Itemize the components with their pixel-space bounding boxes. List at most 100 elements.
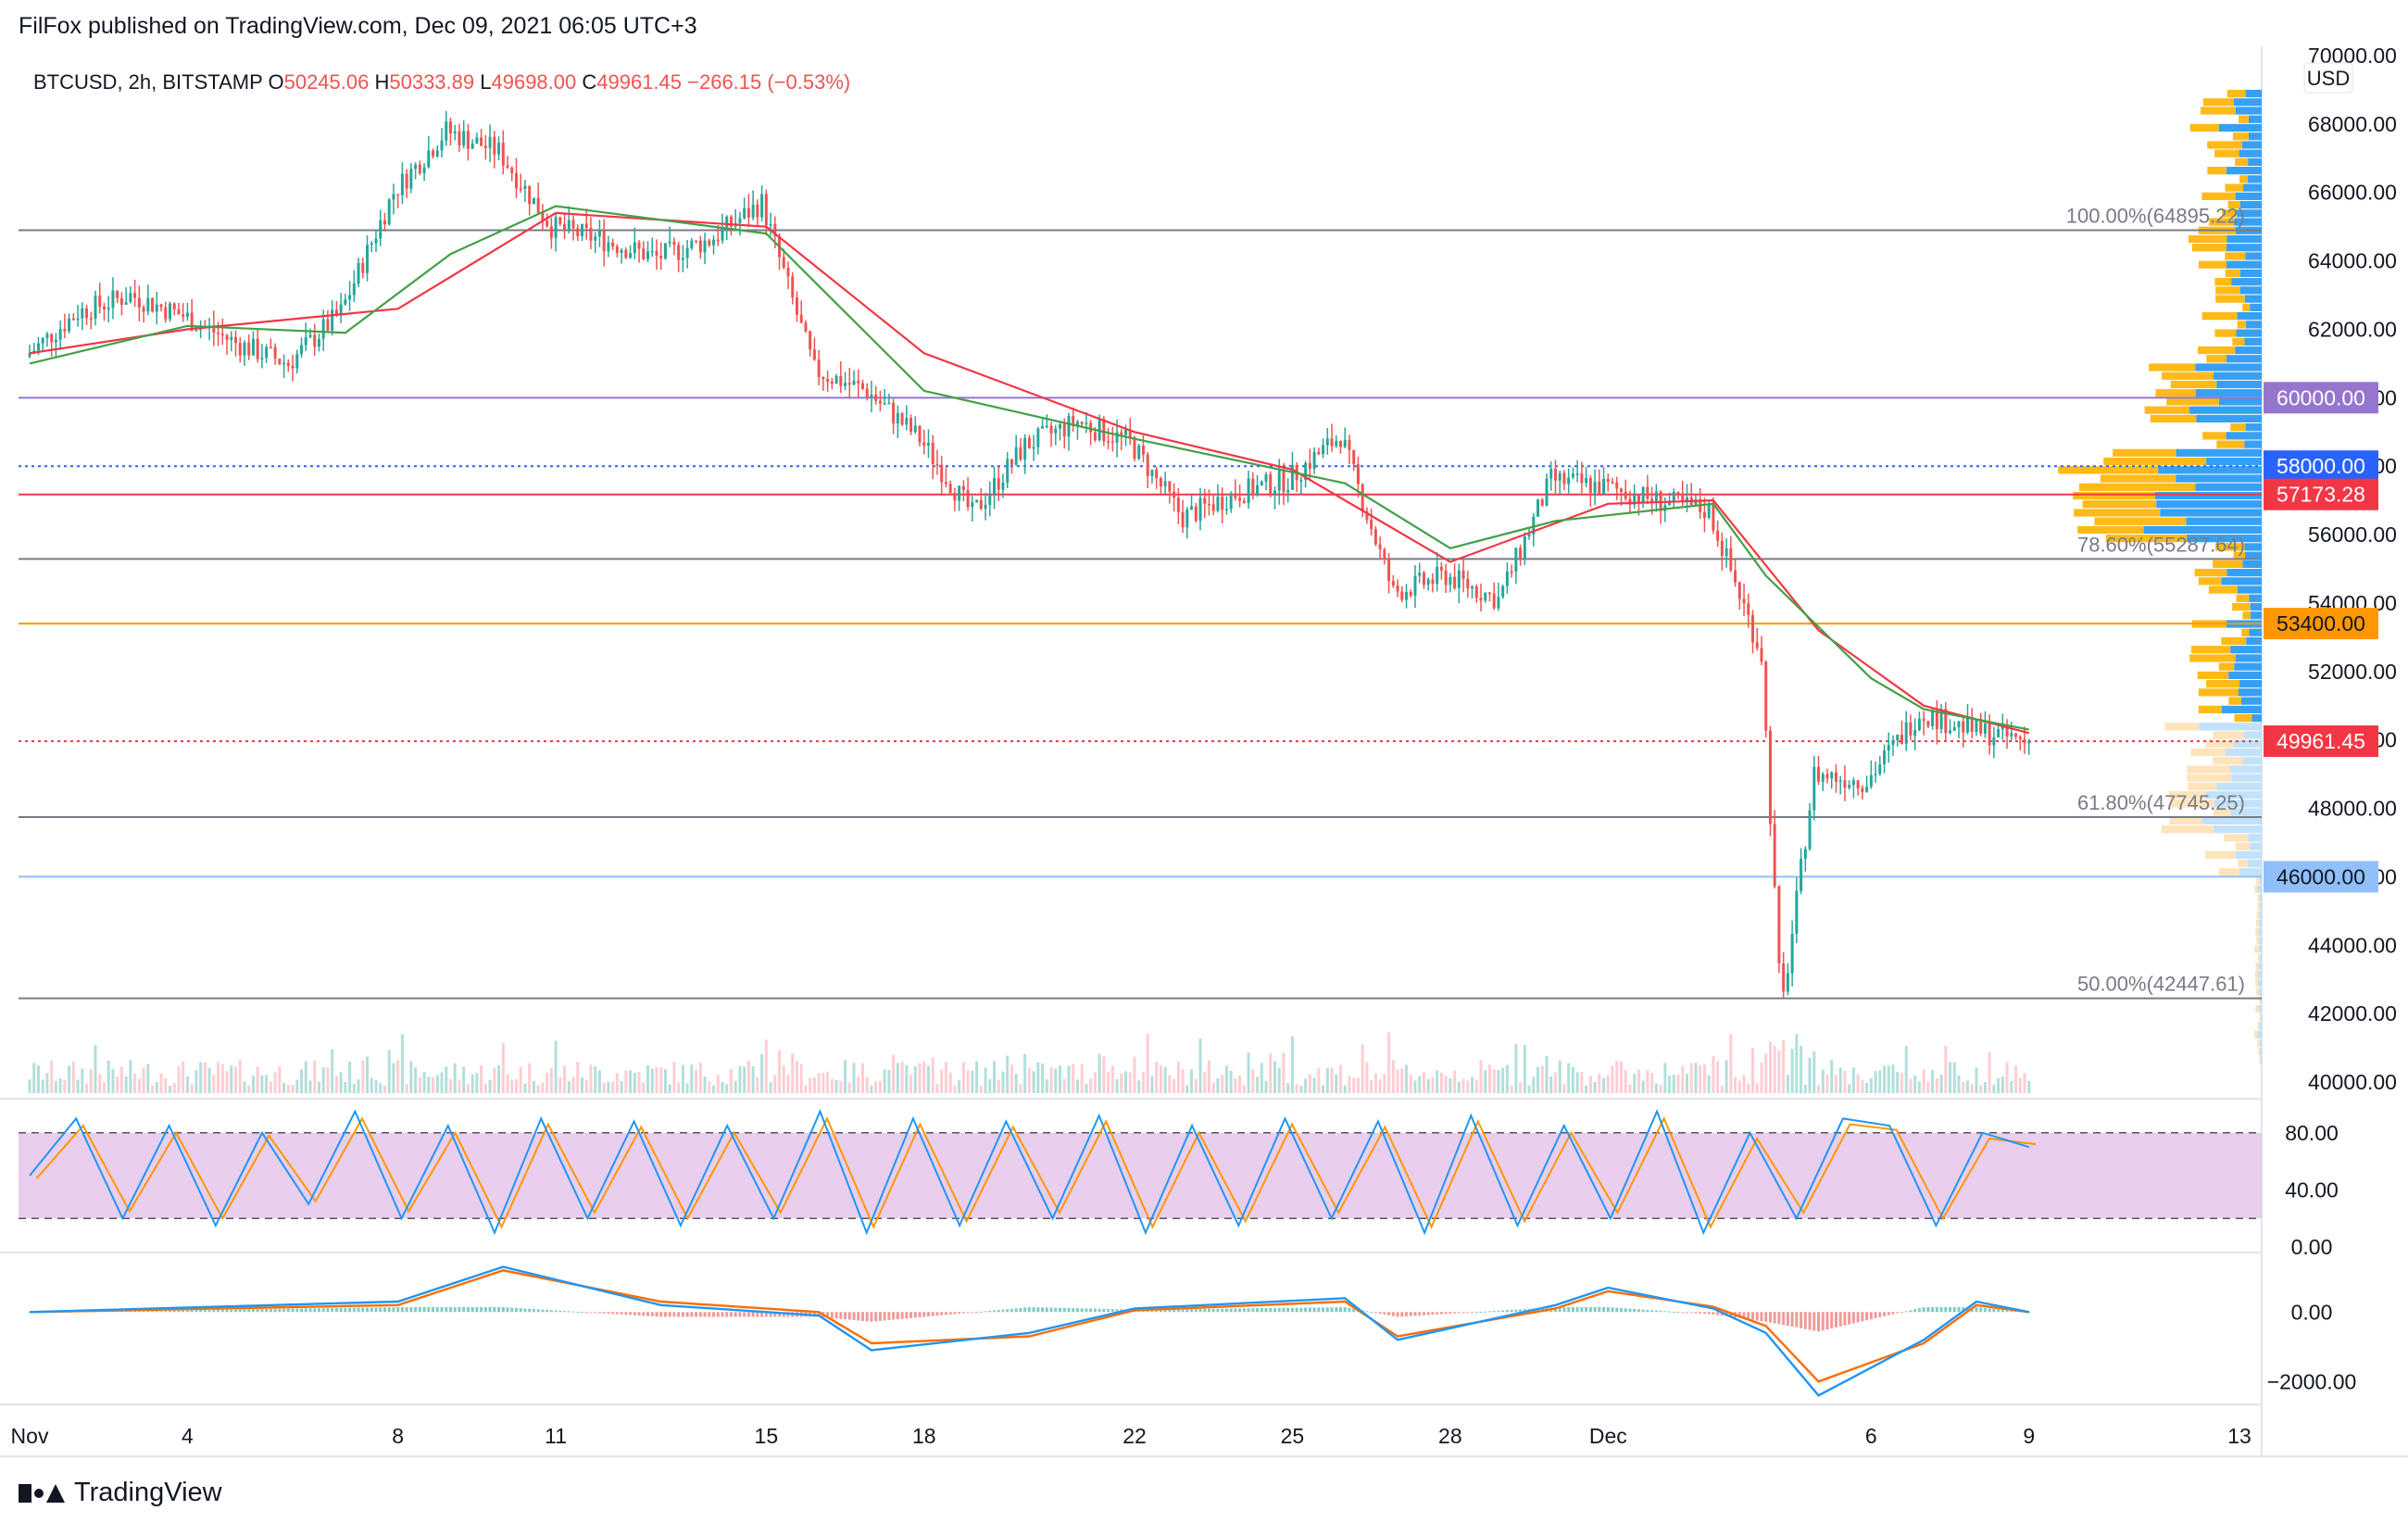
macd-histogram-bar [764, 1312, 768, 1317]
macd-histogram-bar [971, 1312, 974, 1314]
macd-histogram-bar [900, 1312, 904, 1319]
volume-bar [1817, 1085, 1821, 1093]
candle-body [536, 197, 540, 213]
volume-bar [458, 1079, 461, 1093]
volume-bar [177, 1065, 181, 1093]
volume-profile-down [2214, 149, 2239, 157]
macd-histogram-bar [1869, 1312, 1873, 1320]
currency-label: USD [2307, 67, 2350, 90]
macd-histogram-bar [317, 1308, 320, 1313]
volume-bar [940, 1069, 944, 1093]
volume-bar [997, 1079, 1000, 1093]
volume-bar [1282, 1052, 1286, 1093]
macd-histogram-bar [1185, 1308, 1189, 1313]
volume-bar [909, 1075, 913, 1093]
volume-bar [1729, 1034, 1733, 1093]
macd-histogram-bar [1072, 1308, 1075, 1313]
volume-bar [466, 1084, 470, 1093]
volume-bar [922, 1061, 926, 1093]
candle-body [230, 336, 233, 340]
price-axis[interactable]: 70000.0068000.0066000.0064000.0062000.00… [2264, 44, 2397, 1393]
volume-bar [1256, 1076, 1260, 1093]
volume-profile-down [2162, 371, 2214, 380]
candle-body [1484, 592, 1487, 601]
macd-histogram-bar [571, 1311, 575, 1313]
candle-body [300, 345, 304, 355]
volume-bar [1939, 1075, 1943, 1093]
volume-bar [142, 1067, 145, 1093]
volume-bar [1510, 1085, 1513, 1093]
volume-profile-up [2259, 937, 2262, 945]
candle-body [510, 167, 514, 173]
candle-body [81, 308, 84, 319]
volume-profile-up [2251, 713, 2262, 723]
volume-bar [1010, 1064, 1013, 1093]
macd-histogram-bar [1484, 1311, 1487, 1313]
candle-body [852, 380, 856, 385]
macd-histogram-bar [935, 1312, 939, 1316]
macd-histogram-bar [1668, 1311, 1672, 1313]
candle-body [1891, 740, 1895, 746]
volume-profile-down [2259, 1013, 2262, 1022]
volume-bar [1023, 1053, 1027, 1093]
volume-bar [1322, 1085, 1325, 1093]
macd-histogram-bar [129, 1310, 132, 1313]
macd-histogram-bar [1075, 1308, 1079, 1313]
candle-body [738, 218, 742, 223]
volume-bar [445, 1066, 448, 1093]
candle-body [1646, 486, 1649, 499]
candle-body [1006, 459, 1010, 483]
candle-body [826, 379, 830, 383]
volume-bar [769, 1082, 772, 1093]
macd-histogram-bar [1317, 1307, 1321, 1313]
volume-profile-down [2232, 337, 2245, 346]
macd-histogram-bar [975, 1312, 979, 1314]
horizontal-levels [19, 229, 2262, 1000]
volume-bar [1712, 1056, 1715, 1093]
time-axis[interactable]: Nov 4 8 11 15 18 22 25 28 Dec 6 9 13 [11, 1424, 2251, 1448]
volume-bar [506, 1074, 509, 1093]
candle-body [532, 197, 535, 205]
volume-bar [418, 1076, 421, 1093]
volume-bar [1917, 1081, 1921, 1093]
volume-profile-down [2078, 483, 2196, 491]
volume-bar [89, 1068, 93, 1093]
volume-bar [1216, 1077, 1220, 1093]
volume-profile-up [2248, 115, 2262, 123]
macd-histogram-bar [1413, 1312, 1417, 1316]
volume-bar [1492, 1069, 1496, 1093]
macd-pane[interactable] [28, 1265, 2031, 1397]
volume-profile-down [2228, 697, 2242, 705]
candle-body [913, 425, 917, 433]
candle-body [804, 322, 808, 332]
candle-body [809, 331, 812, 350]
macd-histogram-bar [611, 1312, 615, 1315]
volume-profile-up [2218, 123, 2262, 132]
volume-profile-down [2105, 535, 2188, 543]
volume-bar [1694, 1063, 1698, 1093]
macd-histogram-bar [624, 1312, 628, 1315]
macd-histogram-bar [1176, 1309, 1180, 1313]
candle-body [563, 223, 567, 231]
macd-histogram-bar [607, 1312, 610, 1314]
macd-histogram-bar [1619, 1307, 1623, 1313]
volume-profile-down [2168, 791, 2206, 799]
candlesticks[interactable] [28, 110, 2031, 998]
candle-body [1339, 440, 1343, 447]
volume-bar [795, 1061, 798, 1093]
volume-profile-up [2216, 782, 2262, 791]
volume-bar [295, 1079, 299, 1093]
macd-histogram-bar [1689, 1312, 1693, 1314]
chart-labels: 100.00%(64895.22)78.60%(55287.64)61.80%(… [33, 70, 2245, 996]
candle-body [514, 172, 518, 189]
volume-bar [1102, 1056, 1106, 1093]
tradingview-logo[interactable]: TradingView [19, 1478, 222, 1508]
macd-histogram-bar [756, 1312, 759, 1317]
fib-level-label: 61.80%(47745.25) [2077, 791, 2245, 814]
candle-body [278, 359, 282, 365]
macd-histogram-bar [1536, 1308, 1540, 1313]
volume-bar [1356, 1077, 1360, 1093]
stochastic-pane[interactable] [19, 1109, 2262, 1236]
volume-profile-down [2257, 953, 2260, 962]
